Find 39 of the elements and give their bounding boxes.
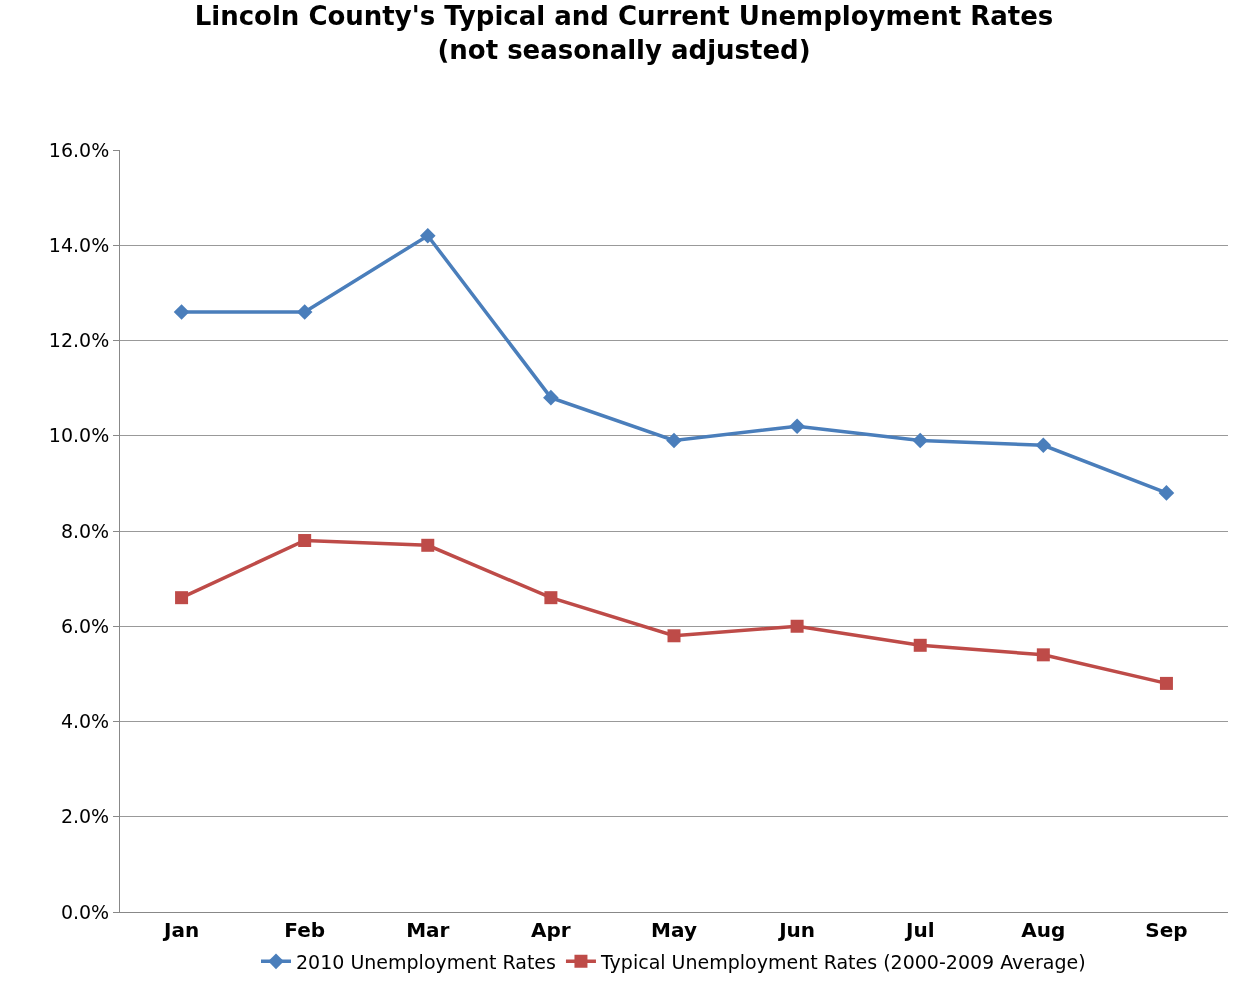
point xyxy=(913,638,927,652)
point xyxy=(175,591,189,605)
x-tick-label: Jan xyxy=(161,918,200,942)
y-tick-label: 4.0% xyxy=(60,710,110,733)
point xyxy=(296,304,313,320)
y-tick-label: 6.0% xyxy=(60,614,110,637)
point xyxy=(173,304,190,320)
y-tick-label: 10.0% xyxy=(48,424,110,447)
point xyxy=(298,534,312,548)
legend-label: 2010 Unemployment Rates xyxy=(296,950,556,973)
point xyxy=(421,538,435,552)
x-tick-label: May xyxy=(651,918,697,942)
point xyxy=(544,591,558,605)
y-tick-label: 14.0% xyxy=(48,233,110,256)
point xyxy=(1158,485,1175,501)
point xyxy=(667,629,681,643)
point xyxy=(1036,648,1050,662)
point xyxy=(666,432,682,449)
point xyxy=(419,227,436,244)
x-tick-label: Aug xyxy=(1021,918,1066,942)
point xyxy=(1035,437,1052,454)
point xyxy=(912,432,929,449)
y-tick-label: 16.0% xyxy=(48,138,110,161)
point xyxy=(543,389,559,406)
point xyxy=(789,418,805,435)
x-tick-label: Apr xyxy=(531,918,571,942)
x-tick-label: Mar xyxy=(406,918,450,942)
point xyxy=(790,619,804,633)
x-tick-label: Sep xyxy=(1145,918,1188,942)
point xyxy=(1159,676,1173,690)
y-tick-label: 8.0% xyxy=(60,519,110,542)
x-tick-label: Feb xyxy=(284,918,326,942)
legend-label: Typical Unemployment Rates (2000-2009 Average) xyxy=(599,950,1086,973)
x-tick-label: Jul xyxy=(903,918,935,942)
y-tick-label: 12.0% xyxy=(48,329,110,352)
y-tick-label: 2.0% xyxy=(60,805,110,828)
y-tick-label: 0.0% xyxy=(60,900,110,923)
x-tick-label: Jun xyxy=(777,918,816,942)
chart-title: Lincoln County's Typical and Current Unemployment Rates (not seasonally adjusted) xyxy=(194,1,1054,65)
